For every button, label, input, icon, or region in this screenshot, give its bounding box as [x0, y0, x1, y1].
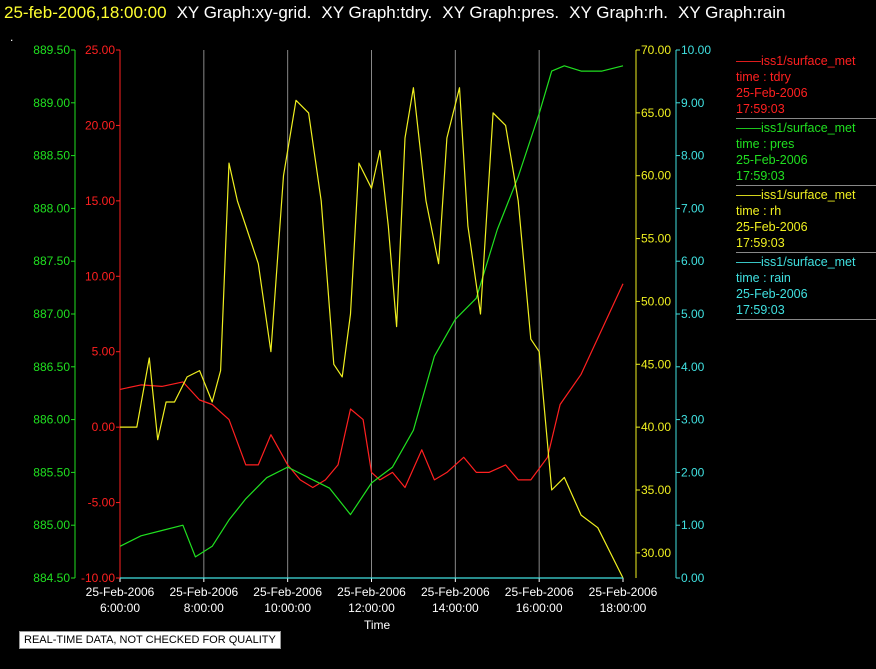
- legend-entry-time: 17:59:03: [736, 169, 785, 183]
- rain-tick-label: 4.00: [681, 360, 705, 374]
- header-graph-3: XY Graph:rh.: [569, 3, 669, 22]
- legend-entry-name: ——iss1/surface_met: [736, 255, 856, 269]
- legend-entry-name: ——iss1/surface_met: [736, 188, 856, 202]
- pres-tick-label: 889.50: [33, 43, 70, 57]
- pres-tick-label: 887.50: [33, 254, 70, 268]
- legend-entry-var: time : rh: [736, 204, 782, 218]
- rain-tick-label: 7.00: [681, 201, 705, 215]
- x-tick-label: 6:00:00: [100, 601, 140, 615]
- header-graph-0: XY Graph:xy-grid.: [176, 3, 312, 22]
- legend-entry-date: 25-Feb-2006: [736, 86, 808, 100]
- rain-tick-label: 0.00: [681, 571, 705, 585]
- pres-tick-label: 886.00: [33, 413, 70, 427]
- legend-entry-date: 25-Feb-2006: [736, 220, 808, 234]
- x-tick-label: 25-Feb-2006: [253, 585, 322, 599]
- header-graph-4: XY Graph:rain: [678, 3, 786, 22]
- pres-tick-label: 888.00: [33, 201, 70, 215]
- rain-tick-label: 9.00: [681, 96, 705, 110]
- x-tick-label: 25-Feb-2006: [421, 585, 490, 599]
- tdry-tick-label: 20.00: [85, 118, 115, 132]
- x-tick-label: 18:00:00: [600, 601, 647, 615]
- x-tick-label: 25-Feb-2006: [505, 585, 574, 599]
- x-tick-label: 12:00:00: [348, 601, 395, 615]
- tdry-tick-label: -5.00: [88, 496, 116, 510]
- series-line-tdry: [119, 283, 624, 489]
- legend-entry-time: 17:59:03: [736, 102, 785, 116]
- legend-entry-var: time : tdry: [736, 70, 791, 84]
- tdry-tick-label: 0.00: [92, 420, 116, 434]
- pres-tick-label: 885.50: [33, 465, 70, 479]
- header-dot: .: [10, 30, 14, 44]
- x-tick-label: 16:00:00: [516, 601, 563, 615]
- pres-tick-label: 885.00: [33, 518, 70, 532]
- series-line-pres: [119, 65, 624, 558]
- rh-tick-label: 50.00: [641, 294, 671, 308]
- x-tick-label: 25-Feb-2006: [337, 585, 406, 599]
- legend-entry-date: 25-Feb-2006: [736, 287, 808, 301]
- rh-tick-label: 60.00: [641, 169, 671, 183]
- legend-entry-var: time : rain: [736, 271, 791, 285]
- header-timestamp: 25-feb-2006,18:00:00: [4, 3, 167, 22]
- legend: ——iss1/surface_met time : tdry 25-Feb-20…: [736, 52, 876, 320]
- x-tick-label: 10:00:00: [264, 601, 311, 615]
- legend-entry-var: time : pres: [736, 137, 795, 151]
- tdry-tick-label: 25.00: [85, 43, 115, 57]
- legend-entry-name: ——iss1/surface_met: [736, 121, 856, 135]
- pres-tick-label: 886.50: [33, 360, 70, 374]
- rain-tick-label: 10.00: [681, 43, 711, 57]
- quality-notice: REAL-TIME DATA, NOT CHECKED FOR QUALITY: [19, 631, 281, 649]
- rh-tick-label: 35.00: [641, 483, 671, 497]
- header-graph-2: XY Graph:pres.: [442, 3, 560, 22]
- pres-tick-label: 884.50: [33, 571, 70, 585]
- rain-tick-label: 2.00: [681, 465, 705, 479]
- rh-tick-label: 70.00: [641, 43, 671, 57]
- x-tick-label: 25-Feb-2006: [589, 585, 658, 599]
- rh-tick-label: 55.00: [641, 232, 671, 246]
- rh-tick-label: 30.00: [641, 546, 671, 560]
- pres-tick-label: 889.00: [33, 96, 70, 110]
- legend-entry-date: 25-Feb-2006: [736, 153, 808, 167]
- legend-entry-pres: ——iss1/surface_met time : pres 25-Feb-20…: [736, 119, 876, 186]
- x-tick-label: 8:00:00: [184, 601, 224, 615]
- x-tick-label: 25-Feb-2006: [169, 585, 238, 599]
- legend-entry-time: 17:59:03: [736, 236, 785, 250]
- rain-tick-label: 8.00: [681, 149, 705, 163]
- rain-tick-label: 1.00: [681, 518, 705, 532]
- legend-entry-rh: ——iss1/surface_met time : rh 25-Feb-2006…: [736, 186, 876, 253]
- rain-tick-label: 5.00: [681, 307, 705, 321]
- x-axis-title: Time: [364, 618, 391, 632]
- pres-tick-label: 887.00: [33, 307, 70, 321]
- legend-entry-name: ——iss1/surface_met: [736, 54, 856, 68]
- legend-entry-tdry: ——iss1/surface_met time : tdry 25-Feb-20…: [736, 52, 876, 119]
- x-tick-label: 25-Feb-2006: [86, 585, 155, 599]
- tdry-tick-label: -10.00: [81, 571, 115, 585]
- series-line-rh: [120, 87, 624, 579]
- tdry-tick-label: 15.00: [85, 194, 115, 208]
- x-tick-label: 14:00:00: [432, 601, 479, 615]
- legend-entry-rain: ——iss1/surface_met time : rain 25-Feb-20…: [736, 253, 876, 320]
- tdry-tick-label: 10.00: [85, 269, 115, 283]
- legend-entry-time: 17:59:03: [736, 303, 785, 317]
- pres-tick-label: 888.50: [33, 149, 70, 163]
- rh-tick-label: 40.00: [641, 420, 671, 434]
- header-graph-1: XY Graph:tdry.: [321, 3, 433, 22]
- rh-tick-label: 65.00: [641, 106, 671, 120]
- rh-tick-label: 45.00: [641, 357, 671, 371]
- rain-tick-label: 3.00: [681, 413, 705, 427]
- title-bar: 25-feb-2006,18:00:00 XY Graph:xy-grid. XY …: [4, 2, 795, 24]
- rain-tick-label: 6.00: [681, 254, 705, 268]
- tdry-tick-label: 5.00: [92, 345, 116, 359]
